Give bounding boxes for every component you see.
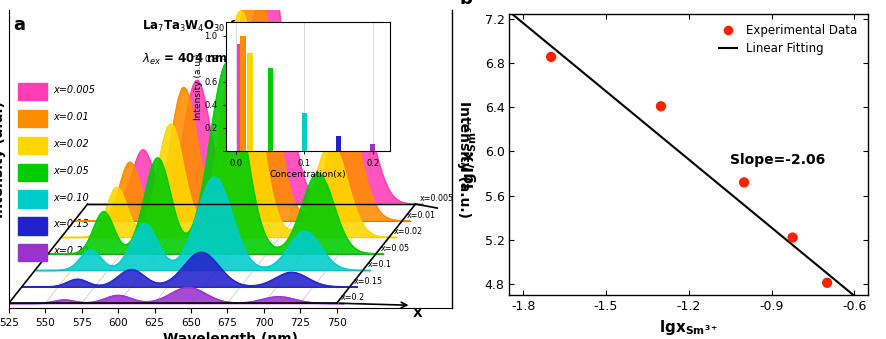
Y-axis label: Intensity (a.u.): Intensity (a.u.) xyxy=(457,101,471,218)
Point xyxy=(737,180,751,185)
Text: x=0.15: x=0.15 xyxy=(53,219,89,230)
Text: x=0.20: x=0.20 xyxy=(53,246,89,256)
Text: x=0.05: x=0.05 xyxy=(53,166,89,176)
Point xyxy=(786,235,800,240)
Bar xyxy=(18,83,46,100)
Y-axis label: Intensity (a.u.): Intensity (a.u.) xyxy=(194,53,203,120)
Text: x=0.02: x=0.02 xyxy=(53,139,89,149)
Bar xyxy=(18,217,46,235)
Text: x=0.01: x=0.01 xyxy=(407,211,436,220)
Bar xyxy=(240,36,245,151)
Text: Slope=-2.06: Slope=-2.06 xyxy=(729,153,825,167)
Text: X: X xyxy=(413,307,423,320)
Text: x=0.005: x=0.005 xyxy=(53,85,95,95)
Bar xyxy=(18,163,46,181)
Text: $\lambda_{ex}$ = 404 nm: $\lambda_{ex}$ = 404 nm xyxy=(142,52,228,67)
Text: a: a xyxy=(13,16,26,34)
Text: x=0.05: x=0.05 xyxy=(380,244,409,253)
Point xyxy=(820,280,835,285)
X-axis label: lgx$_\mathregular{Sm^{3+}}$: lgx$_\mathregular{Sm^{3+}}$ xyxy=(659,318,719,337)
Text: x=0.10: x=0.10 xyxy=(53,193,89,202)
Bar xyxy=(18,110,46,127)
X-axis label: Wavelength (nm): Wavelength (nm) xyxy=(163,332,298,339)
Bar xyxy=(268,68,273,151)
Text: La$_7$Ta$_3$W$_4$O$_{30}$:Sm$^{3+}$: La$_7$Ta$_3$W$_4$O$_{30}$:Sm$^{3+}$ xyxy=(142,16,265,35)
Text: x=0.2: x=0.2 xyxy=(341,293,365,302)
Point xyxy=(654,103,668,109)
Bar xyxy=(18,137,46,154)
Text: x=0.15: x=0.15 xyxy=(354,277,384,286)
X-axis label: Concentration(x): Concentration(x) xyxy=(269,170,346,179)
Bar xyxy=(237,44,242,151)
Bar xyxy=(336,136,341,151)
Text: x=0.1: x=0.1 xyxy=(368,260,392,269)
Bar xyxy=(370,144,376,151)
Text: x=0.01: x=0.01 xyxy=(53,112,89,122)
Text: x=0.005: x=0.005 xyxy=(420,194,454,203)
Bar xyxy=(18,244,46,261)
Bar xyxy=(18,191,46,208)
Y-axis label: lgI/x$_\mathregular{Sm^{3+}}$: lgI/x$_\mathregular{Sm^{3+}}$ xyxy=(460,119,479,190)
Legend: Experimental Data, Linear Fitting: Experimental Data, Linear Fitting xyxy=(714,19,862,60)
Bar xyxy=(247,53,253,151)
Text: x=0.02: x=0.02 xyxy=(393,227,423,236)
Y-axis label: Intensity (a.u.): Intensity (a.u.) xyxy=(0,101,6,218)
Bar xyxy=(302,113,307,151)
Point xyxy=(544,54,558,60)
Text: b: b xyxy=(459,0,472,8)
